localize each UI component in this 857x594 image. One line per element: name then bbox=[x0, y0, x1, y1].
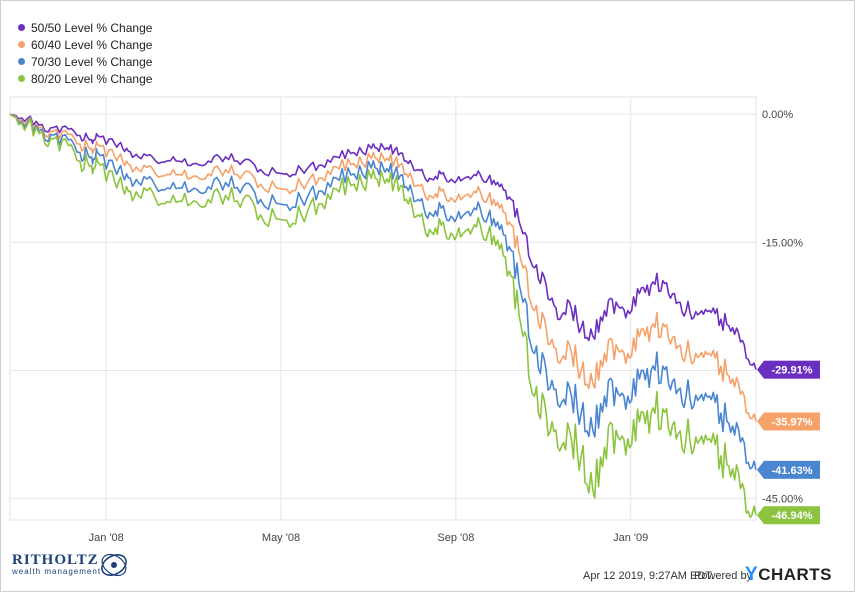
ycharts-logo-y: Y bbox=[745, 564, 759, 585]
legend-dot-icon bbox=[18, 58, 25, 65]
plot-border bbox=[9, 96, 757, 521]
end-label-4: -46.94% bbox=[757, 506, 820, 525]
y-tick-labels: 0.00% -15.00% -45.00% bbox=[762, 109, 803, 506]
end-label-text: -41.63% bbox=[772, 465, 813, 477]
end-label-3: -41.63% bbox=[757, 460, 820, 479]
end-label-box bbox=[764, 460, 820, 479]
end-label-pointer bbox=[757, 506, 764, 525]
ycharts-logo: YCHARTS bbox=[745, 564, 832, 586]
series-line-4 bbox=[9, 113, 757, 519]
end-label-pointer bbox=[757, 460, 764, 479]
legend-label: 80/20 Level % Change bbox=[31, 71, 153, 86]
y-tick-label: -45.00% bbox=[762, 494, 803, 506]
end-label-text: -46.94% bbox=[772, 510, 813, 522]
end-label-text: -29.91% bbox=[772, 365, 813, 377]
end-label-box bbox=[764, 506, 820, 525]
end-label-2: -35.97% bbox=[757, 412, 820, 431]
x-tick-label: Jan '09 bbox=[613, 532, 648, 544]
end-label-pointer bbox=[757, 360, 764, 379]
legend-label: 50/50 Level % Change bbox=[31, 20, 153, 35]
x-tick-label: Jan '08 bbox=[89, 532, 124, 544]
end-label-pointer bbox=[757, 412, 764, 431]
series-line-2 bbox=[9, 113, 757, 422]
y-tick-label: -15.00% bbox=[762, 237, 803, 249]
legend-item-4[interactable]: 80/20 Level % Change bbox=[18, 70, 152, 87]
legend-item-2[interactable]: 60/40 Level % Change bbox=[18, 36, 152, 53]
series-layer bbox=[9, 113, 757, 519]
timestamp: Apr 12 2019, 9:27AM EDT. bbox=[583, 570, 714, 582]
x-tick-label: Sep '08 bbox=[437, 532, 474, 544]
legend-label: 60/40 Level % Change bbox=[31, 37, 153, 52]
legend-item-1[interactable]: 50/50 Level % Change bbox=[18, 19, 152, 36]
legend-item-3[interactable]: 70/30 Level % Change bbox=[18, 53, 152, 70]
legend-label: 70/30 Level % Change bbox=[31, 54, 153, 69]
grid-layer bbox=[9, 96, 757, 521]
legend-dot-icon bbox=[18, 24, 25, 31]
end-label-box bbox=[764, 412, 820, 431]
x-tick-labels: Jan '08 May '08 Sep '08 Jan '09 bbox=[89, 532, 649, 544]
legend-dot-icon bbox=[18, 75, 25, 82]
end-value-labels: -29.91% -35.97% -41.63% -46.94% bbox=[757, 360, 820, 525]
brand-name: RITHOLTZ bbox=[12, 552, 99, 568]
series-line-1 bbox=[9, 113, 757, 370]
legend-dot-icon bbox=[18, 41, 25, 48]
ritholtz-emblem-icon bbox=[101, 553, 127, 577]
y-tick-label: 0.00% bbox=[762, 109, 793, 121]
brand-subtitle: wealth management bbox=[12, 567, 102, 576]
ycharts-logo-rest: CHARTS bbox=[758, 565, 833, 584]
legend: 50/50 Level % Change 60/40 Level % Change… bbox=[18, 19, 152, 87]
x-tick-label: May '08 bbox=[262, 532, 300, 544]
series-line-3 bbox=[9, 113, 757, 470]
powered-by-label: Powered by bbox=[694, 570, 753, 582]
end-label-text: -35.97% bbox=[772, 416, 813, 428]
end-label-1: -29.91% bbox=[757, 360, 820, 379]
end-label-box bbox=[764, 360, 820, 379]
ritholtz-logo-text: RITHOLTZ wealth management bbox=[12, 552, 101, 576]
